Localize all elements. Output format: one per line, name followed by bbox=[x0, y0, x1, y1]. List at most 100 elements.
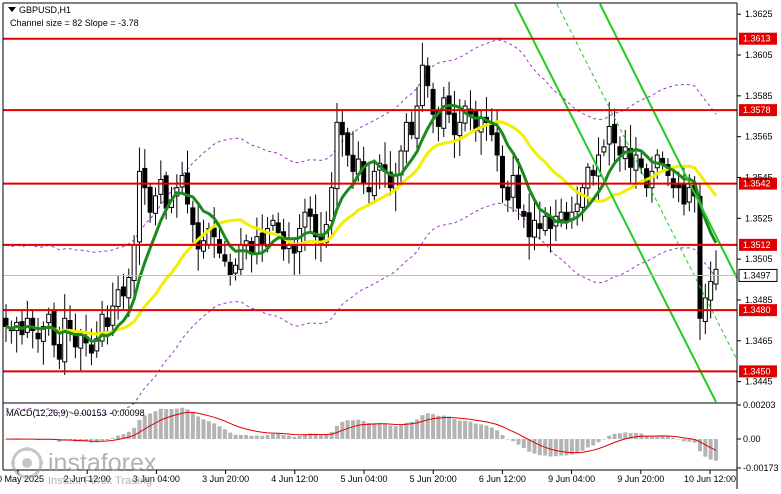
candle-body bbox=[158, 179, 164, 195]
candle-body bbox=[713, 268, 719, 285]
macd-histogram-bar bbox=[575, 439, 580, 454]
level-tag bbox=[739, 104, 777, 117]
macd-histogram-bar bbox=[537, 439, 542, 456]
candle-body bbox=[542, 215, 548, 232]
macd-histogram-bar bbox=[302, 434, 307, 440]
date-tick-label: 10 Jun 12:00 bbox=[684, 474, 736, 484]
macd-histogram-bar bbox=[623, 432, 628, 440]
macd-histogram-bar bbox=[500, 434, 505, 440]
price-tick-label: 1.3585 bbox=[745, 91, 773, 101]
fast-moving-average bbox=[5, 104, 718, 343]
macd-histogram-bar bbox=[415, 419, 420, 440]
candle-body bbox=[152, 195, 158, 214]
macd-histogram-bar bbox=[100, 439, 105, 441]
macd-histogram-bar bbox=[276, 433, 281, 440]
macd-histogram-bar bbox=[569, 439, 574, 455]
macd-tick-label: -0.00173 bbox=[743, 463, 779, 473]
macd-histogram-bar bbox=[580, 439, 585, 451]
candle-body bbox=[104, 317, 110, 327]
candle-body bbox=[120, 286, 126, 297]
macd-histogram-bar bbox=[489, 427, 494, 440]
macd-histogram-bar bbox=[628, 433, 633, 440]
candle-body bbox=[430, 88, 436, 115]
candle-body bbox=[62, 317, 68, 363]
macd-histogram-bar bbox=[383, 423, 388, 440]
channel-mid-line bbox=[556, 3, 738, 361]
price-tick-label: 1.3565 bbox=[745, 132, 773, 142]
macd-histogram-bar bbox=[703, 439, 708, 457]
candle-body bbox=[425, 65, 431, 87]
macd-histogram-bar bbox=[441, 415, 446, 440]
date-tick-label: 9 Jun 04:00 bbox=[548, 474, 595, 484]
candle-body bbox=[414, 105, 420, 139]
candle-body bbox=[633, 154, 639, 171]
macd-histogram-bar bbox=[553, 439, 558, 457]
candle-body bbox=[339, 121, 345, 136]
macd-histogram-bar bbox=[297, 436, 302, 440]
macd-histogram-bar bbox=[399, 425, 404, 440]
macd-histogram-bar bbox=[681, 439, 686, 442]
candle-body bbox=[681, 184, 687, 205]
candle-body bbox=[126, 276, 132, 299]
candle-body bbox=[564, 211, 570, 221]
macd-histogram-bar bbox=[393, 426, 398, 440]
date-tick-label: 6 Jun 12:00 bbox=[479, 474, 526, 484]
candle-body bbox=[78, 334, 84, 349]
channel-lower-line bbox=[599, 3, 738, 279]
candle-body bbox=[686, 187, 692, 203]
macd-histogram-bar bbox=[633, 432, 638, 440]
candle-body bbox=[211, 227, 217, 238]
level-tag-label: 1.3578 bbox=[743, 105, 771, 115]
candle-body bbox=[585, 166, 591, 189]
price-tick-label: 1.3485 bbox=[745, 295, 773, 305]
candle-body bbox=[601, 146, 607, 153]
price-tick-label: 1.3465 bbox=[745, 336, 773, 346]
macd-histogram-bar bbox=[212, 423, 217, 440]
macd-histogram-bar bbox=[431, 414, 436, 440]
macd-histogram-bar bbox=[244, 435, 249, 440]
current-price-tag bbox=[738, 268, 778, 282]
candle-body bbox=[489, 123, 495, 136]
candle-body bbox=[612, 123, 618, 144]
macd-histogram-bar bbox=[511, 439, 516, 442]
candle-body bbox=[163, 175, 169, 209]
macd-histogram-bar bbox=[409, 421, 414, 440]
level-tag-label: 1.3613 bbox=[743, 34, 771, 44]
macd-histogram-bar bbox=[388, 425, 393, 440]
macd-histogram-bar bbox=[564, 439, 569, 456]
macd-histogram-bar bbox=[265, 435, 270, 440]
macd-histogram-bar bbox=[404, 422, 409, 440]
macd-histogram-bar bbox=[142, 415, 147, 440]
candle-body bbox=[88, 344, 94, 354]
macd-histogram-bar bbox=[356, 419, 361, 440]
macd-histogram-bar bbox=[206, 421, 211, 440]
price-tick-label: 1.3525 bbox=[745, 213, 773, 223]
macd-histogram-bar bbox=[452, 419, 457, 440]
candle-body bbox=[531, 219, 537, 238]
dropdown-triangle-icon[interactable] bbox=[8, 7, 16, 12]
macd-histogram-bar bbox=[671, 438, 676, 440]
price-tick-label: 1.3505 bbox=[745, 254, 773, 264]
macd-histogram-bar bbox=[708, 439, 713, 460]
candle-body bbox=[201, 240, 207, 252]
instaforex-logo bbox=[11, 447, 43, 479]
level-tag-label: 1.3450 bbox=[743, 366, 771, 376]
macd-label: MACD(12,26,9) -0.00153 -0.00098 bbox=[6, 408, 145, 418]
candle-body bbox=[350, 154, 356, 172]
candle-body bbox=[147, 186, 153, 213]
macd-histogram-bar bbox=[447, 416, 452, 440]
candle-body bbox=[451, 112, 457, 136]
macd-histogram-bar bbox=[676, 439, 681, 440]
macd-histogram-bar bbox=[436, 415, 441, 440]
macd-histogram-bar bbox=[367, 422, 372, 440]
candle-body bbox=[185, 172, 191, 205]
macd-histogram-bar bbox=[425, 413, 430, 440]
macd-histogram-bar bbox=[596, 439, 601, 443]
macd-signal-line bbox=[5, 411, 717, 454]
macd-histogram-bar bbox=[260, 435, 265, 440]
macd-histogram-bar bbox=[527, 439, 532, 452]
candle-body bbox=[35, 332, 41, 340]
candle-body bbox=[56, 343, 62, 360]
candle-body bbox=[30, 317, 36, 332]
